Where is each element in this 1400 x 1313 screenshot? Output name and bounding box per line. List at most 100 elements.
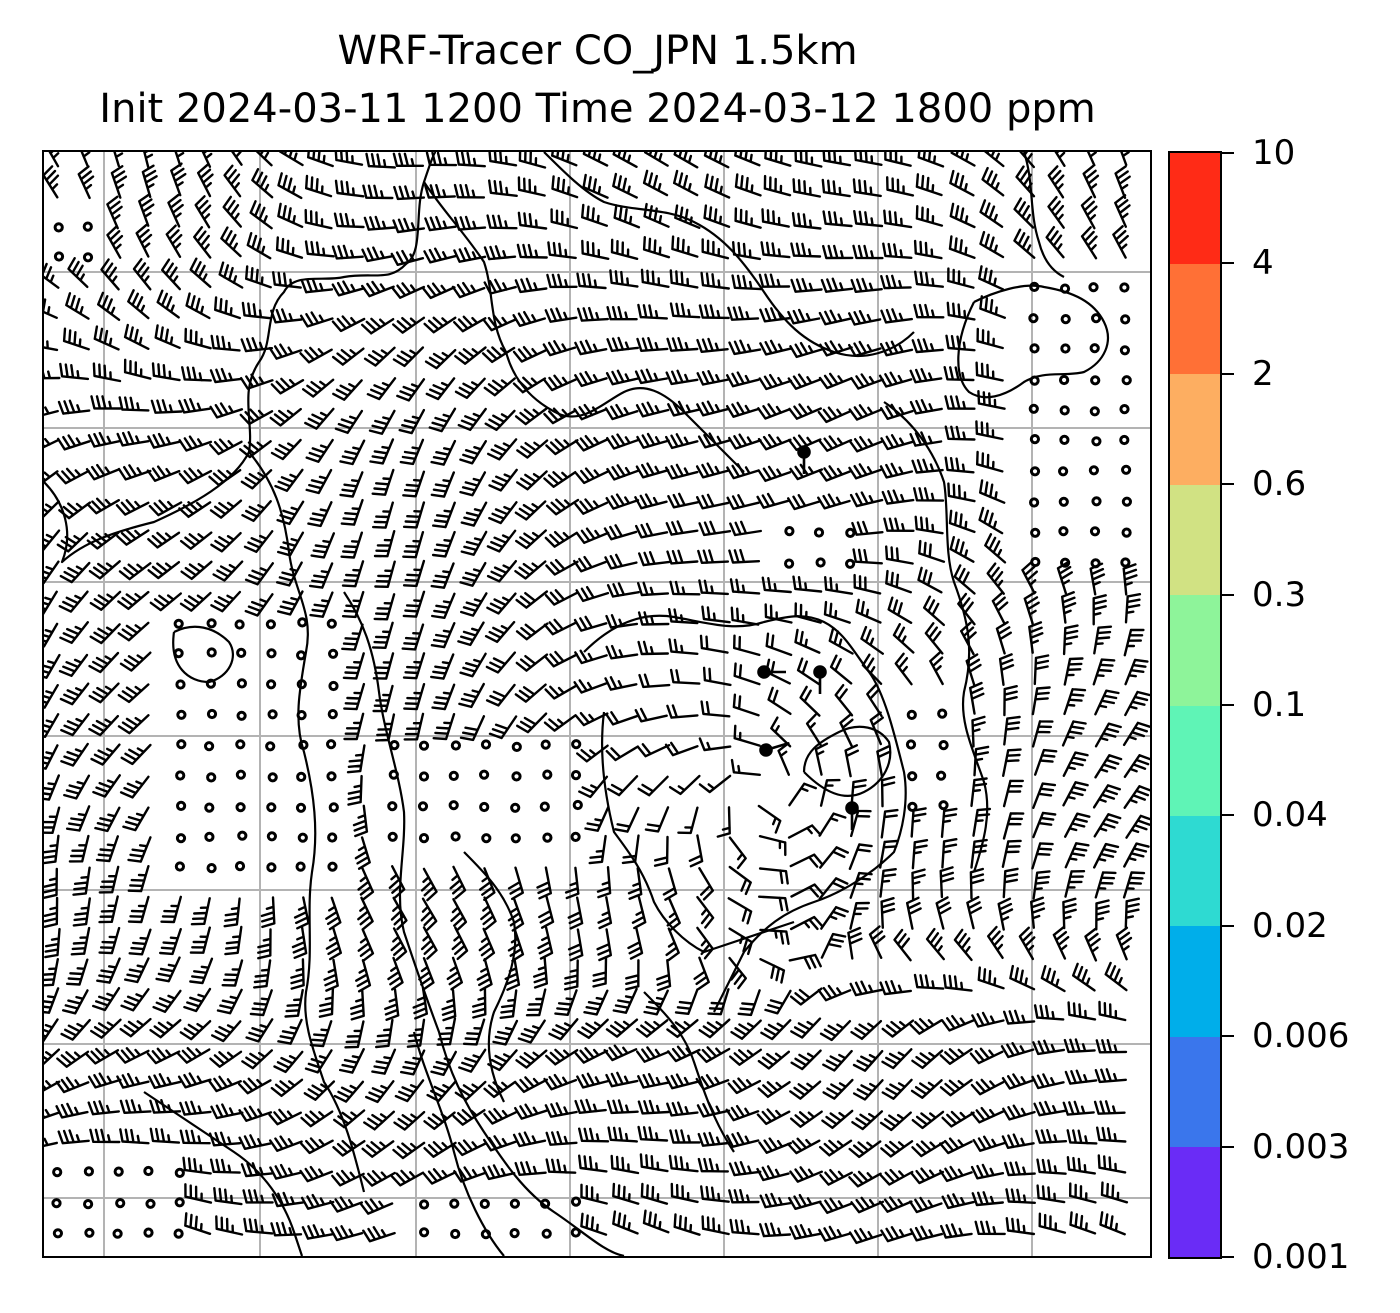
wind-barb — [402, 470, 426, 498]
wind-barb — [573, 403, 608, 421]
wind-barb — [970, 838, 988, 869]
wind-barb — [882, 242, 913, 259]
wind-barb — [701, 1215, 730, 1236]
wind-barb — [1028, 621, 1044, 654]
wind-barb — [373, 593, 396, 621]
wind-barb — [543, 374, 577, 392]
wind-barb — [644, 152, 669, 167]
colorbar-tick — [1222, 814, 1234, 817]
wind-barb — [704, 173, 731, 199]
wind-barb — [970, 777, 988, 808]
wind-barb — [1066, 1156, 1096, 1175]
wind-barb — [488, 152, 518, 167]
wind-barb — [243, 1217, 274, 1235]
calm-marker — [937, 708, 948, 719]
calm-marker — [53, 222, 64, 233]
calm-marker — [1058, 526, 1069, 537]
wind-barb — [302, 378, 335, 398]
wind-barb — [979, 479, 1006, 504]
wind-barb — [909, 431, 943, 447]
wind-barb — [260, 896, 276, 929]
wind-barb — [849, 901, 870, 930]
calm-marker — [265, 741, 276, 752]
wind-barb — [346, 744, 366, 774]
wind-barb — [880, 434, 914, 451]
wind-barb — [764, 989, 792, 1015]
wind-barb — [87, 431, 122, 448]
wind-barb — [402, 559, 426, 588]
calm-marker — [176, 800, 187, 812]
wind-barb — [636, 432, 670, 449]
wind-barb — [790, 1049, 822, 1071]
wind-barb — [98, 865, 120, 894]
wind-barb — [1089, 562, 1106, 596]
wind-barb — [44, 713, 60, 738]
wind-barb — [425, 152, 458, 167]
wind-barb — [939, 866, 955, 899]
wind-barb — [209, 1050, 243, 1068]
wind-barb — [971, 715, 986, 748]
wind-barb — [209, 402, 244, 419]
wind-barb — [860, 625, 884, 655]
wind-barb — [269, 407, 302, 427]
wind-barb — [881, 489, 915, 505]
wind-barb — [941, 1015, 975, 1032]
wind-barb — [757, 804, 782, 834]
wind-barb — [947, 267, 975, 289]
wind-barb — [634, 368, 668, 385]
wind-barb — [488, 501, 518, 525]
wind-barb — [44, 867, 58, 899]
calm-marker — [784, 558, 795, 569]
wind-barb — [944, 395, 976, 410]
wind-barb — [63, 774, 91, 800]
wind-barb — [850, 1019, 883, 1040]
wind-barb — [307, 501, 333, 528]
wind-barb — [149, 1127, 181, 1144]
wind-barb — [339, 471, 364, 498]
wind-barb — [238, 1134, 272, 1150]
wind-barb — [886, 176, 915, 197]
wind-barb — [665, 463, 699, 480]
calm-marker — [236, 678, 247, 689]
wind-barb — [86, 497, 120, 515]
wind-barb — [1032, 782, 1057, 809]
wind-barb — [636, 1046, 670, 1063]
wind-barb — [893, 928, 912, 962]
wind-barb — [977, 390, 1006, 410]
wind-barb — [1124, 897, 1140, 929]
wind-barb — [72, 866, 91, 896]
wind-barb — [483, 278, 517, 295]
wind-barb — [1114, 194, 1131, 228]
calm-marker — [450, 740, 461, 751]
wind-barb — [392, 152, 425, 167]
wind-barb — [1030, 896, 1046, 929]
wind-barb — [318, 986, 335, 1018]
wind-barb — [1031, 842, 1054, 870]
wind-barb — [574, 1047, 609, 1064]
calm-marker — [83, 1199, 94, 1210]
wind-barb — [790, 883, 824, 898]
wind-barb — [975, 420, 1004, 441]
wind-barb — [371, 621, 394, 649]
calm-marker — [206, 647, 217, 658]
wind-barb — [971, 1011, 1005, 1028]
wind-barb — [605, 644, 639, 660]
wind-barb — [728, 927, 753, 956]
wind-barb — [323, 958, 339, 992]
wind-barb — [87, 1072, 122, 1089]
wind-barb — [567, 896, 584, 930]
wind-barb — [372, 652, 395, 680]
wind-barb — [1122, 563, 1138, 596]
wind-barb — [148, 1073, 182, 1089]
coastline-honshu-west — [583, 614, 907, 1013]
wind-barb — [1093, 813, 1122, 838]
wind-barb — [146, 465, 181, 482]
wind-barb — [635, 462, 670, 479]
wind-barb — [911, 338, 944, 354]
wind-barb — [277, 1018, 303, 1045]
calm-marker — [82, 252, 94, 263]
wind-barb — [375, 713, 396, 742]
wind-barb — [88, 682, 120, 704]
wind-barb — [56, 1050, 90, 1068]
wind-barb — [147, 561, 181, 580]
